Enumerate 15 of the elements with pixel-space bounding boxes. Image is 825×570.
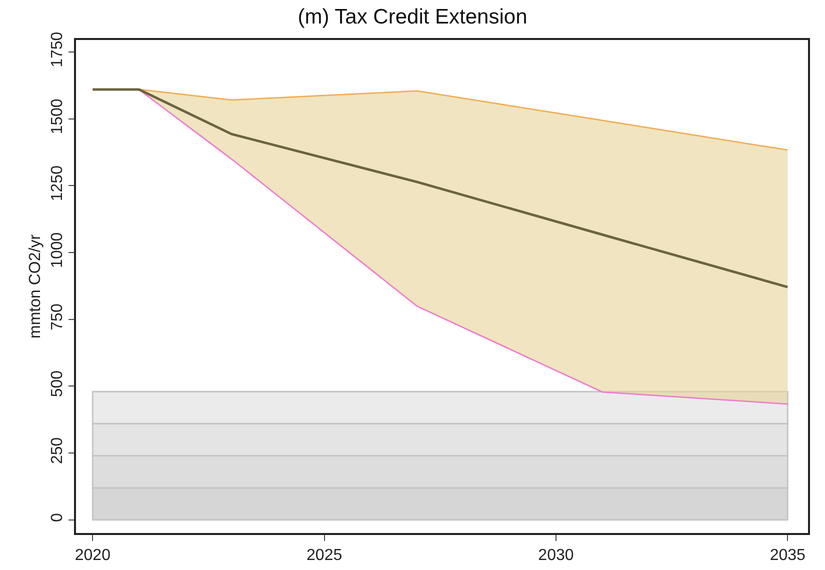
x-tick-label: 2030	[538, 546, 574, 564]
y-tick-label: 1250	[48, 165, 66, 202]
y-tick-label: 0	[48, 512, 66, 522]
x-tick-label: 2025	[306, 546, 342, 564]
y-axis-title: mmton CO2/yr	[27, 234, 44, 339]
chart-title: (m) Tax Credit Extension	[298, 5, 528, 28]
y-tick-label: 750	[48, 304, 66, 330]
y-tick-label: 1500	[48, 98, 66, 134]
y-tick-label: 250	[48, 437, 66, 464]
line-series	[91, 88, 789, 288]
y-tick-label: 1750	[48, 32, 66, 68]
y-tick-label: 1000	[48, 232, 66, 268]
y-tick-label: 500	[48, 370, 66, 398]
x-tick-label: 2035	[770, 546, 806, 564]
x-tick-label: 2020	[74, 546, 111, 564]
